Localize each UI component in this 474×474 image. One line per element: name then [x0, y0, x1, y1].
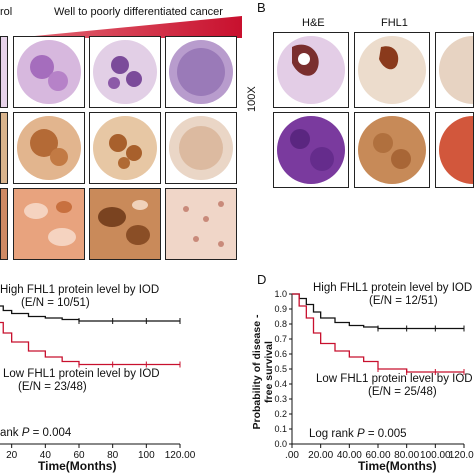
- panel-d-logrank: Log rank P = 0.005: [309, 428, 407, 440]
- tissue-image-control-row3: [0, 188, 8, 260]
- he-image-lowmag: [273, 32, 349, 108]
- x-tick-label: 100: [138, 450, 155, 461]
- km-plot-c: 020406080100120.00: [0, 305, 196, 461]
- y-tick-label: 0.2: [274, 409, 287, 419]
- panel-d-logrank-prefix: Log rank: [309, 428, 357, 440]
- panel-d-logrank-value: = 0.005: [364, 428, 407, 440]
- y-tick-label: 0.0: [274, 439, 287, 449]
- x-tick-label: 100.00: [420, 450, 451, 461]
- x-tick-label: 120.00: [449, 450, 474, 461]
- he-image-highmag: [273, 112, 349, 188]
- panel-c-logrank-p: P: [21, 427, 30, 439]
- panel-d-letter: D: [257, 272, 267, 287]
- tissue-image-poor-row3: [165, 188, 237, 260]
- tissue-image-well-row1: [13, 36, 85, 108]
- y-tick-label: 0.9: [274, 304, 287, 314]
- panel-c-logrank: ank P = 0.004: [0, 427, 71, 439]
- panel-c-logrank-value: = 0.004: [29, 427, 72, 439]
- tissue-image-poor-row2: [165, 112, 237, 184]
- y-tick-label: 0.7: [274, 334, 287, 344]
- y-tick-label: 0.3: [274, 394, 287, 404]
- y-tick-label: 0.6: [274, 349, 287, 359]
- panel-b-magnification: 100X: [246, 86, 258, 112]
- fhl1-image-highmag: [354, 112, 430, 188]
- x-tick-label: .00: [285, 450, 299, 461]
- panel-d-low-label-line1: Low FHL1 protein level by IOD: [316, 373, 473, 385]
- fhl1-image-lowmag-right: [435, 32, 474, 108]
- y-tick-label: 0.8: [274, 319, 287, 329]
- panel-a-control-label: rol: [0, 6, 13, 18]
- y-tick-label: 0.1: [274, 424, 287, 434]
- y-tick-label: 0.5: [274, 364, 287, 374]
- panel-d-low-label-line2: (E/N = 25/48): [368, 386, 437, 398]
- tissue-image-control-row1: [0, 36, 8, 108]
- tissue-image-control-row2: [0, 112, 8, 184]
- tissue-image-moderate-row3: [89, 188, 161, 260]
- panel-d-logrank-p: P: [356, 428, 365, 440]
- tissue-image-moderate-row2: [89, 112, 161, 184]
- x-tick-label: 80.00: [394, 450, 419, 461]
- x-tick-label: 60: [73, 450, 85, 461]
- panel-b-col-fhl1: FHL1: [381, 17, 408, 29]
- panel-d-xlabel: Time(Months): [358, 459, 437, 473]
- panel-c-xlabel: Time(Months): [38, 459, 117, 473]
- tissue-image-well-row2: [13, 112, 85, 184]
- panel-c-low-label-line1: Low FHL1 protein level by IOD: [3, 368, 160, 380]
- panel-c-low-label-line2: (E/N = 23/48): [18, 381, 87, 393]
- x-tick-label: 20.00: [308, 450, 333, 461]
- fhl1-image-highmag-right: [435, 112, 474, 188]
- x-tick-label: 80: [107, 450, 119, 461]
- gradient-triangle: [14, 16, 242, 38]
- panel-b-col-he: H&E: [302, 17, 325, 29]
- x-tick-label: 20: [6, 450, 18, 461]
- x-tick-label: 40.00: [337, 450, 362, 461]
- y-tick-label: 0.4: [274, 379, 287, 389]
- panel-c-logrank-prefix: ank: [0, 427, 22, 439]
- panel-d-high-label-line1: High FHL1 protein level by IOD: [313, 282, 473, 294]
- fhl1-image-lowmag: [354, 32, 430, 108]
- survival-curve-low: [292, 293, 464, 373]
- tissue-image-poor-row1: [165, 36, 237, 108]
- panel-c-high-label-line1: High FHL1 protein level by IOD: [0, 284, 160, 296]
- y-tick-label: 1.0: [274, 289, 287, 299]
- panel-c-high-label-line2: (E/N = 10/51): [21, 297, 90, 309]
- panel-b-letter: B: [257, 0, 266, 15]
- x-tick-label: 120.00: [165, 450, 196, 461]
- tissue-image-moderate-row1: [89, 36, 161, 108]
- tissue-image-well-row3: [13, 188, 85, 260]
- panel-a-header: Well to poorly differentiated cancer: [54, 6, 223, 18]
- panel-d-high-label-line2: (E/N = 12/51): [369, 295, 438, 307]
- x-tick-label: 40: [40, 450, 52, 461]
- x-tick-label: 60.00: [365, 450, 390, 461]
